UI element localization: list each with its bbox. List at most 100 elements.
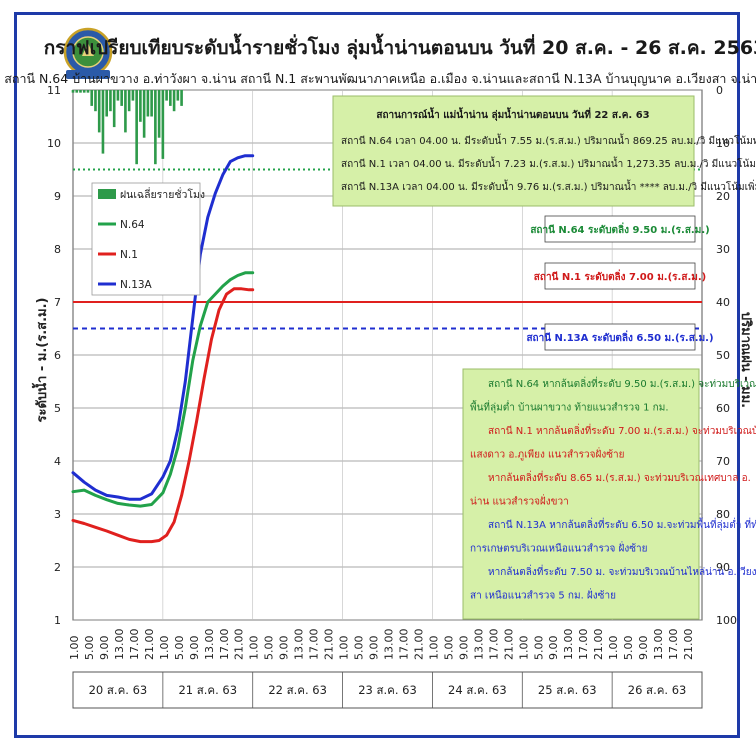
y-tick-label: 11 (47, 84, 61, 97)
x-tick-label: 17.00 (667, 629, 680, 661)
rainfall-bar (90, 90, 94, 106)
y-axis-label: ระดับน้ำ - ม.(ร.ส.ม.) (31, 298, 50, 423)
y-right-tick-label: 60 (716, 402, 730, 415)
rainfall-bar (146, 90, 150, 117)
y-tick-label: 4 (54, 455, 61, 468)
x-tick-label: 17.00 (398, 629, 411, 661)
situation-box: สถานการณ์น้ำ แม่น้ำน่าน ลุ่มน้ำน่านตอนบน… (332, 95, 756, 207)
x-tick-label: 9.00 (457, 636, 470, 661)
rainfall-bar (105, 90, 109, 117)
y-tick-label: 3 (54, 508, 61, 521)
chart-subtitle: สถานี N.64 บ้านผาขวาง อ.ท่าวังผา จ.น่าน … (4, 71, 756, 87)
x-tick-label: 1.00 (427, 636, 440, 661)
y-right-tick-label: 20 (716, 190, 730, 203)
bank-label-n64: สถานี N.64 ระดับตลิ่ง 9.50 ม.(ร.ส.ม.) (530, 215, 710, 243)
rainfall-bar (157, 90, 161, 138)
x-tick-label: 5.00 (442, 636, 455, 661)
date-label: 24 ส.ค. 63 (448, 683, 507, 697)
y-tick-label: 10 (47, 137, 61, 150)
situation-title: สถานการณ์น้ำ แม่น้ำน่าน ลุ่มน้ำน่านตอนบน… (376, 107, 649, 121)
rainfall-bar (161, 90, 165, 159)
rainfall-bar (139, 90, 142, 122)
date-label: 26 ส.ค. 63 (628, 683, 687, 697)
legend-label-n64: N.64 (120, 219, 145, 231)
x-tick-label: 5.00 (353, 636, 366, 661)
bank-label-n1: สถานี N.1 ระดับตลิ่ง 7.00 ม.(ร.ส.ม.) (534, 262, 706, 290)
svg-text:สถานี N.1 ระดับตลิ่ง 7.00 ม.(ร: สถานี N.1 ระดับตลิ่ง 7.00 ม.(ร.ส.ม.) (534, 269, 706, 283)
date-strip: 20 ส.ค. 63 21 ส.ค. 63 22 ส.ค. 63 23 ส.ค. 63… (72, 671, 703, 709)
rainfall-bar (97, 90, 101, 133)
rainfall-bar (112, 90, 116, 128)
note-line: สถานี N.1 หากล้นตลิ่งที่ระดับ 7.00 ม.(ร.… (488, 423, 756, 437)
x-tick-label: 9.00 (278, 636, 291, 661)
x-tick-label: 17.00 (577, 629, 590, 661)
rainfall-bar (86, 90, 90, 93)
x-tick-label: 9.00 (368, 636, 381, 661)
legend-swatch-rainfall (98, 189, 116, 199)
x-tick-label: 1.00 (607, 636, 620, 661)
date-label: 22 ส.ค. 63 (268, 683, 327, 697)
series-line-n1 (71, 287, 255, 544)
x-tick-label: 21.00 (413, 629, 426, 661)
x-tick-label: 21.00 (592, 629, 605, 661)
x-axis: 1.00 5.00 9.00 13.00 17.00 21.00 1.00 5.00 9.00 1… (68, 629, 695, 661)
rainfall-bar (124, 90, 127, 133)
situation-line-n1: สถานี N.1 เวลา 04.00 น. มีระดับน้ำ 7.23 … (341, 156, 756, 170)
rainfall-bar (120, 90, 123, 106)
x-tick-label: 13.00 (652, 629, 665, 661)
rainfall-bar (135, 90, 138, 165)
x-tick-label: 17.00 (308, 629, 321, 661)
y-tick-label: 8 (54, 243, 61, 256)
x-tick-label: 21.00 (502, 629, 515, 661)
y-right-tick-label: 0 (716, 84, 723, 97)
x-tick-label: 13.00 (472, 629, 485, 661)
rainfall-bar (165, 90, 168, 101)
x-tick-label: 5.00 (83, 636, 96, 661)
x-tick-label: 17.00 (218, 629, 231, 661)
y-tick-label: 6 (54, 349, 61, 362)
x-tick-label: 5.00 (622, 636, 635, 661)
bank-label-n13a: สถานี N.13A ระดับตลิ่ง 6.50 ม.(ร.ส.ม.) (526, 323, 714, 351)
x-tick-label: 21.00 (143, 629, 156, 661)
y-tick-label: 9 (54, 190, 61, 203)
chart-title: กราฟเปรียบเทียบระดับน้ำรายชั่วโมง ลุ่มน้… (44, 33, 756, 60)
x-tick-label: 9.00 (547, 636, 560, 661)
x-tick-label: 5.00 (532, 636, 545, 661)
rainfall-bar (79, 90, 82, 93)
note-line: สา เหนือแนวสำรวจ 5 กม. ฝั่งซ้าย (470, 588, 616, 602)
note-line: การเกษตรบริเวณเหนือแนวสำรวจ ฝั่งซ้าย (470, 541, 648, 555)
x-tick-label: 13.00 (293, 629, 306, 661)
y-axis-right-label: ปริมาณฝน - มม. (738, 312, 753, 408)
note-line: สถานี N.64 หากล้นตลิ่งที่ระดับ 9.50 ม.(ร… (488, 376, 756, 390)
note-line: สถานี N.13A หากล้นตลิ่งที่ระดับ 6.50 ม.จ… (488, 517, 756, 531)
rainfall-bar (127, 90, 131, 112)
rainfall-bar (116, 90, 120, 101)
svg-text:สถานี N.13A ระดับตลิ่ง 6.50 ม.: สถานี N.13A ระดับตลิ่ง 6.50 ม.(ร.ส.ม.) (526, 330, 713, 344)
x-tick-label: 1.00 (68, 636, 81, 661)
legend: ฝนเฉลี่ยรายชั่วโมง N.64 N.1 N.13A (91, 182, 205, 296)
notes-box: สถานี N.64 หากล้นตลิ่งที่ระดับ 9.50 ม.(ร… (462, 368, 756, 620)
y-tick-label: 7 (54, 296, 61, 309)
x-tick-label: 13.00 (383, 629, 396, 661)
series-line-n13a (71, 154, 255, 501)
x-tick-label: 9.00 (637, 636, 650, 661)
y-right-tick-label: 10 (716, 137, 730, 150)
situation-line-n13a: สถานี N.13A เวลา 04.00 น. มีระดับน้ำ 9.7… (341, 179, 756, 193)
x-tick-label: 1.00 (158, 636, 171, 661)
y-tick-label: 2 (54, 561, 61, 574)
rainfall-bars (71, 90, 183, 165)
rainfall-bar (169, 90, 172, 106)
x-tick-label: 21.00 (233, 629, 246, 661)
rainfall-bar (75, 90, 79, 93)
y-right-tick-label: 90 (716, 561, 730, 574)
rainfall-bar (180, 90, 183, 106)
rainfall-bar (172, 90, 176, 112)
note-line: พื้นที่ลุ่มต่ำ บ้านผาขวาง ท้ายแนวสำรวจ 1… (470, 400, 669, 414)
x-tick-label: 1.00 (338, 636, 351, 661)
y-right-tick-label: 30 (716, 243, 730, 256)
y-right-tick-label: 40 (716, 296, 730, 309)
rainfall-bar (94, 90, 97, 112)
x-tick-label: 5.00 (263, 636, 276, 661)
rainfall-bar (131, 90, 135, 101)
